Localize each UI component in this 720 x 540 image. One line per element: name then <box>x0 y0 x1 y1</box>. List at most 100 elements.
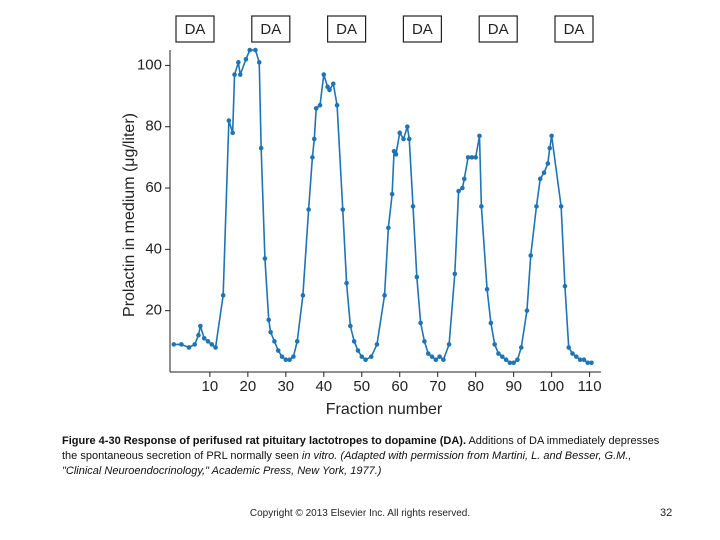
data-point <box>541 170 547 176</box>
data-point <box>469 155 475 160</box>
data-point <box>441 357 446 363</box>
chart: Fraction number Prolactin in medium (μg/… <box>121 15 602 418</box>
data-point <box>209 342 215 347</box>
y-tick-label: 60 <box>145 179 162 196</box>
data-point <box>266 317 272 323</box>
x-tick-label: 70 <box>429 378 446 395</box>
data-point <box>418 320 423 326</box>
da-box <box>554 15 594 43</box>
data-point <box>313 106 319 111</box>
data-point <box>446 342 452 347</box>
data-point <box>300 293 306 298</box>
data-point <box>171 342 177 347</box>
data-point <box>473 155 478 160</box>
data-point <box>456 188 461 194</box>
x-tick-label: 20 <box>240 378 257 395</box>
x-tick-label: 40 <box>315 378 332 395</box>
data-point <box>317 102 323 108</box>
data-point <box>382 293 387 298</box>
data-point <box>340 207 346 212</box>
data-point <box>389 191 395 197</box>
data-point <box>570 351 575 356</box>
data-point <box>272 339 277 344</box>
data-point <box>186 345 192 350</box>
caption-bold: Figure 4-30 Response of perifused rat pi… <box>62 435 467 447</box>
y-axis-label: Prolactin in medium (μg/liter) <box>121 113 138 317</box>
data-point <box>547 145 553 151</box>
data-point <box>344 280 349 286</box>
data-point <box>386 225 391 231</box>
caption-italic: in vitro. (Adapted with permission from … <box>62 450 632 477</box>
data-point <box>253 47 258 53</box>
da-label: DA <box>564 21 585 38</box>
y-tick-label: 20 <box>145 302 162 319</box>
da-label: DA <box>185 21 206 38</box>
da-box <box>175 15 215 43</box>
x-tick-label: 60 <box>391 378 408 395</box>
data-point <box>461 176 467 182</box>
data-point <box>566 345 572 350</box>
data-point <box>247 47 253 53</box>
x-tick-label: 80 <box>467 378 484 395</box>
data-point <box>477 133 482 139</box>
y-tick-label: 100 <box>137 56 162 73</box>
data-point <box>275 348 281 353</box>
data-point <box>581 357 587 363</box>
data-point <box>589 360 594 366</box>
data-point <box>534 204 539 209</box>
data-point <box>492 342 497 347</box>
data-point <box>287 357 292 363</box>
caption-text: Additions of DA immediately depresses th… <box>62 435 660 462</box>
data-point <box>562 283 568 289</box>
page-number: 32 <box>660 507 673 519</box>
data-point <box>503 357 509 363</box>
data-point <box>232 72 237 77</box>
data-point <box>220 293 226 298</box>
data-point <box>213 345 218 350</box>
data-point <box>460 185 465 191</box>
data-point <box>452 271 458 277</box>
data-point <box>574 354 579 359</box>
data-point <box>406 136 412 142</box>
da-label: DA <box>260 21 281 38</box>
data-point <box>515 357 520 363</box>
data-point <box>201 335 207 341</box>
data-point <box>205 339 211 344</box>
data-point <box>359 354 365 359</box>
data-point <box>585 360 591 366</box>
x-tick-label: 10 <box>202 378 219 395</box>
data-point <box>236 60 241 65</box>
data-point <box>268 329 273 335</box>
x-tick-label: 90 <box>505 378 522 395</box>
data-point <box>558 204 564 209</box>
data-point <box>327 87 332 93</box>
data-point <box>537 176 543 182</box>
data-point <box>488 320 494 326</box>
caption: Figure 4-30 Response of perifused rat pi… <box>62 434 672 479</box>
data-point <box>465 155 471 160</box>
data-point <box>528 253 534 258</box>
da-box <box>478 15 518 43</box>
x-tick-label: 50 <box>353 378 370 395</box>
data-point <box>422 339 427 344</box>
copyright: Copyright © 2013 Elsevier Inc. All right… <box>249 508 471 519</box>
data-point <box>198 323 203 329</box>
data-point <box>334 102 340 108</box>
data-point <box>321 72 327 77</box>
data-point <box>279 354 285 359</box>
data-point <box>230 130 235 136</box>
data-point <box>237 72 243 77</box>
data-point <box>499 354 505 359</box>
data-line <box>173 49 592 364</box>
data-point <box>192 342 197 347</box>
data-point <box>256 60 262 65</box>
data-point <box>479 204 484 209</box>
data-point <box>437 354 442 359</box>
data-point <box>179 342 184 347</box>
data-point <box>368 354 374 359</box>
y-tick-label: 80 <box>145 118 162 135</box>
data-point <box>374 342 380 347</box>
data-point <box>226 118 232 123</box>
data-point <box>351 339 357 344</box>
